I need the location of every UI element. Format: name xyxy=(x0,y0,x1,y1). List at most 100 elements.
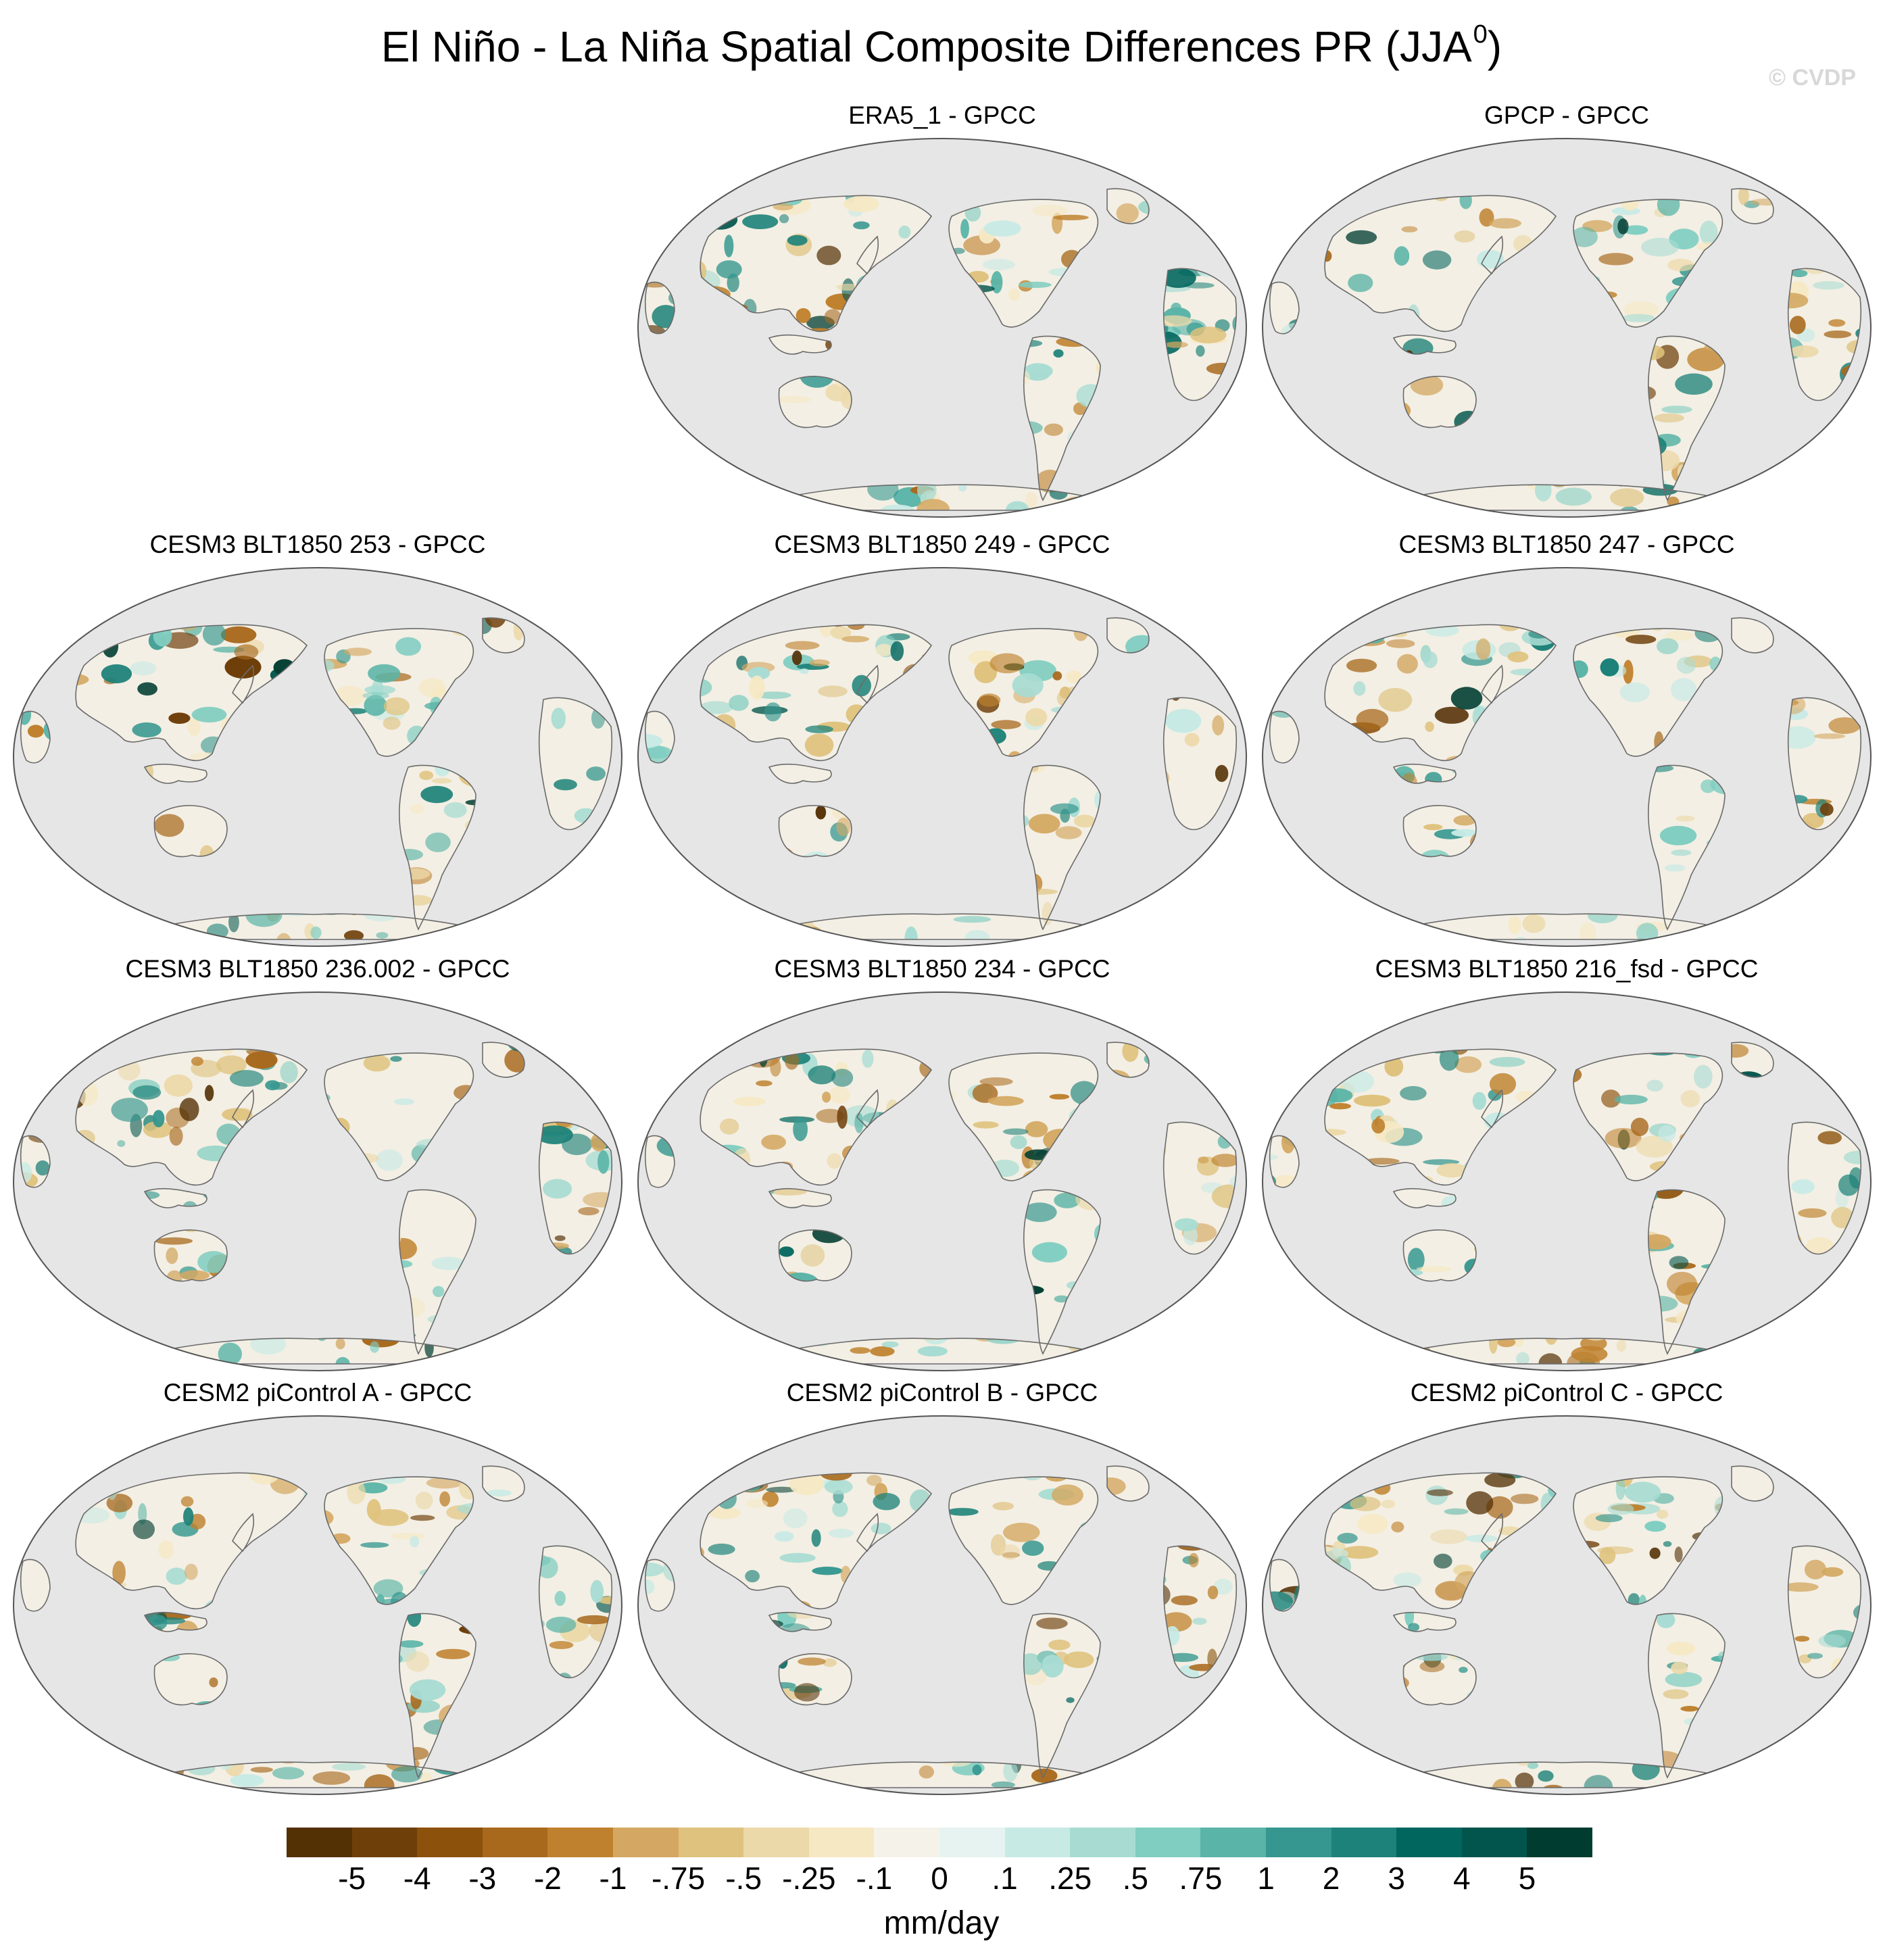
coastline xyxy=(1269,710,1300,764)
map-border xyxy=(637,1415,1247,1795)
coastline xyxy=(153,805,228,858)
coastline xyxy=(644,1135,675,1188)
coastline xyxy=(1402,805,1477,858)
world-map xyxy=(637,138,1247,518)
coastline xyxy=(1573,1052,1723,1181)
coastline xyxy=(948,1476,1099,1605)
coastline xyxy=(735,1761,1142,1788)
colorbar-tick-label: .25 xyxy=(1048,1861,1092,1896)
map-panel: CESM3 BLT1850 216_fsd - GPCC xyxy=(1258,955,1875,1381)
coastline xyxy=(856,1089,879,1129)
colorbar-bin xyxy=(939,1828,1006,1857)
coastline xyxy=(1648,1189,1726,1355)
coastline xyxy=(1648,335,1726,501)
panel-title: GPCP - GPCC xyxy=(1484,101,1649,129)
ocean-background xyxy=(14,1416,622,1794)
coastline xyxy=(856,1513,879,1552)
panel-title: CESM3 BLT1850 234 - GPCC xyxy=(774,955,1110,983)
coastline xyxy=(856,235,879,275)
coastline xyxy=(1269,1135,1300,1188)
coastline xyxy=(1573,1476,1723,1605)
coastline xyxy=(1163,697,1238,831)
coastline xyxy=(1359,1761,1766,1788)
coastline xyxy=(20,1559,51,1612)
coastline xyxy=(1787,697,1862,831)
coastline xyxy=(324,628,474,757)
map-panel: CESM3 BLT1850 249 - GPCC xyxy=(634,531,1250,956)
coastline xyxy=(1402,1229,1477,1282)
coastline xyxy=(700,195,933,333)
world-map xyxy=(1262,567,1872,947)
coastline xyxy=(1324,624,1557,762)
map-border xyxy=(637,991,1247,1371)
coastline xyxy=(482,617,525,654)
colorbar-tick-label: -2 xyxy=(533,1861,562,1896)
map-panel: CESM3 BLT1850 247 - GPCC xyxy=(1258,531,1875,956)
colorbar-bin xyxy=(1200,1828,1267,1857)
panel-title: CESM3 BLT1850 247 - GPCC xyxy=(1398,531,1735,558)
colorbar-bin xyxy=(1135,1828,1201,1857)
colorbar-bin xyxy=(1461,1828,1527,1857)
world-map xyxy=(1262,991,1872,1371)
ocean-background xyxy=(638,568,1246,946)
coastline xyxy=(735,913,1142,940)
coastline xyxy=(768,334,832,355)
coastline xyxy=(1402,1653,1477,1706)
coastline xyxy=(232,1513,255,1552)
colorbar-tick-label: 4 xyxy=(1453,1861,1471,1896)
map-panel: CESM3 BLT1850 253 - GPCC xyxy=(9,531,626,956)
coastline xyxy=(1573,628,1723,757)
map-border xyxy=(637,567,1247,947)
colorbar-tick-label: -3 xyxy=(468,1861,497,1896)
precip-anomaly-field xyxy=(20,618,612,939)
coastline xyxy=(110,913,517,940)
map-panel: CESM2 piControl C - GPCC xyxy=(1258,1379,1875,1805)
coastline xyxy=(232,664,255,704)
coastline xyxy=(768,763,832,784)
coastline xyxy=(644,281,675,335)
ocean-background xyxy=(1263,992,1871,1371)
coastline xyxy=(1106,617,1150,654)
colorbar-tick-label: 5 xyxy=(1518,1861,1536,1896)
world-map xyxy=(637,991,1247,1371)
coastline xyxy=(110,1338,517,1365)
coastline xyxy=(856,664,879,704)
colorbar-tick-label: -.5 xyxy=(725,1861,762,1896)
map-border xyxy=(637,138,1247,518)
coastline xyxy=(1023,764,1101,931)
coastline xyxy=(110,1761,517,1788)
map-panel: CESM2 piControl A - GPCC xyxy=(9,1379,626,1805)
colorbar-bin xyxy=(808,1828,875,1857)
colorbar-tick-label: -1 xyxy=(599,1861,627,1896)
panel-title: ERA5_1 - GPCC xyxy=(848,101,1036,129)
coastline xyxy=(75,1472,308,1610)
colorbar-tick-label: -4 xyxy=(403,1861,431,1896)
world-map xyxy=(13,1415,622,1795)
coastline xyxy=(1731,617,1774,654)
coastline xyxy=(700,1472,933,1610)
map-border xyxy=(1262,1415,1872,1795)
colorbar-bin xyxy=(613,1828,679,1857)
colorbar-tick-label: .75 xyxy=(1179,1861,1223,1896)
panel-title: CESM3 BLT1850 236.002 - GPCC xyxy=(125,955,510,983)
cvdp-watermark: © CVDP xyxy=(1769,65,1856,91)
colorbar-tick-label: 3 xyxy=(1388,1861,1405,1896)
coastline xyxy=(1402,376,1477,428)
map-border xyxy=(1262,138,1872,518)
colorbar-bin xyxy=(1070,1828,1136,1857)
coastline xyxy=(1269,1559,1300,1612)
colorbar-bin xyxy=(743,1828,810,1857)
world-map xyxy=(637,1415,1247,1795)
coastline xyxy=(1106,188,1150,224)
map-border xyxy=(1262,567,1872,947)
coastline xyxy=(1023,335,1101,501)
coastline xyxy=(1023,1189,1101,1355)
panel-title: CESM2 piControl A - GPCC xyxy=(163,1379,472,1406)
coastline xyxy=(768,1187,832,1208)
colorbar-tick-label: -.25 xyxy=(782,1861,836,1896)
coastline xyxy=(20,1135,51,1188)
colorbar-tick-label: -.1 xyxy=(856,1861,893,1896)
world-map xyxy=(13,991,622,1371)
colorbar-bin xyxy=(351,1828,418,1857)
world-map xyxy=(1262,1415,1872,1795)
